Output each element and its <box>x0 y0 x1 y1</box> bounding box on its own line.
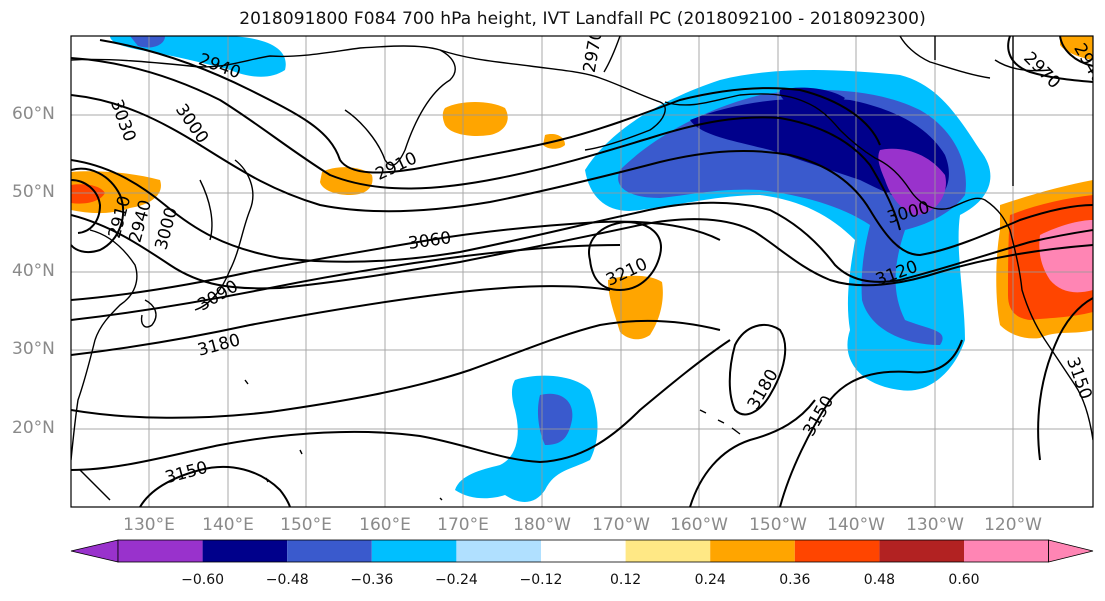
colorbar-swatch <box>202 540 288 562</box>
colorbar-swatch <box>118 540 203 562</box>
colorbar-tick: −0.12 <box>519 572 563 588</box>
colorbar-tick: 0.60 <box>948 572 980 588</box>
contour-label: 2970 <box>580 28 607 74</box>
lat-label-20n: 20°N <box>12 418 55 438</box>
colorbar-swatch <box>879 540 964 562</box>
contour-label: 3000 <box>171 100 212 147</box>
colorbar-swatch <box>371 540 457 562</box>
map-title: 2018091800 F084 700 hPa height, IVT Land… <box>239 9 926 29</box>
lon-label: 130°E <box>123 515 175 535</box>
lon-label: 160°E <box>359 515 411 535</box>
colorbar <box>70 539 1094 563</box>
lon-label: 160°W <box>670 515 728 535</box>
colorbar-right-extend <box>1048 539 1094 563</box>
colorbar-swatch <box>625 540 711 562</box>
colorbar-swatch <box>964 540 1049 562</box>
lon-label: 130°W <box>906 515 964 535</box>
colorbar-tick: 0.24 <box>694 572 726 588</box>
colorbar-tick: −0.60 <box>181 572 225 588</box>
coastlines <box>71 36 1093 501</box>
colorbar-left-extend <box>70 539 119 563</box>
lon-label: 170°W <box>592 515 650 535</box>
lat-label-40n: 40°N <box>12 261 55 281</box>
lon-label: 150°W <box>749 515 807 535</box>
lon-label: 120°W <box>984 515 1042 535</box>
colorbar-swatch <box>541 540 626 562</box>
lat-label-30n: 30°N <box>12 339 55 359</box>
lon-label: 140°W <box>827 515 885 535</box>
colorbar-swatch <box>456 540 541 562</box>
contour-label: 3150 <box>799 392 838 439</box>
lon-label: 150°E <box>280 515 332 535</box>
colorbar-swatch <box>287 540 372 562</box>
colorbar-swatch <box>794 540 880 562</box>
colorbar-tick: −0.48 <box>265 572 309 588</box>
contour-label: 3030 <box>106 97 140 144</box>
colorbar-tick: 0.36 <box>779 572 811 588</box>
colorbar-tick: −0.36 <box>350 572 394 588</box>
contour-label: 2910 <box>373 148 421 184</box>
lat-label-60n: 60°N <box>12 104 55 124</box>
lon-label: 170°E <box>437 515 489 535</box>
contour-label: 3150 <box>1062 355 1096 402</box>
contour-label: 3060 <box>407 228 453 254</box>
height-contours <box>71 36 1093 507</box>
lat-label-50n: 50°N <box>12 182 55 202</box>
colorbar-swatch <box>710 540 795 562</box>
lon-label: 180°W <box>513 515 571 535</box>
contour-label: 3180 <box>744 366 783 413</box>
colorbar-tick: −0.24 <box>434 572 478 588</box>
map-frame <box>70 35 1094 508</box>
contour-label: 3000 <box>151 205 182 252</box>
colorbar-tick: 0.48 <box>863 572 895 588</box>
contour-label: 3150 <box>163 458 210 489</box>
lon-label: 140°E <box>202 515 254 535</box>
colorbar-tick: 0.12 <box>610 572 642 588</box>
